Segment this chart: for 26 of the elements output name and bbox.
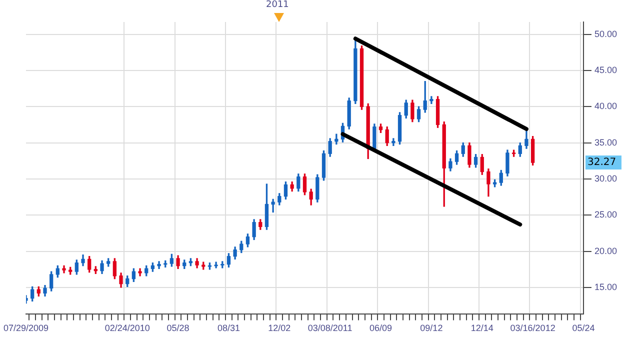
candlestick bbox=[62, 265, 66, 274]
x-tick-label: 03/08/2011 bbox=[308, 323, 352, 334]
x-tick-label: 08/31 bbox=[217, 323, 240, 334]
x-tick-label: 06/09 bbox=[369, 323, 392, 334]
x-tick-label: 03/16/2012 bbox=[510, 323, 556, 334]
candlestick bbox=[430, 96, 434, 104]
y-tick-label: 30.00 bbox=[594, 173, 618, 184]
y-tick-label: 40.00 bbox=[594, 101, 618, 112]
annotation: 32.27 bbox=[587, 157, 616, 168]
y-tick-label: 50.00 bbox=[594, 28, 618, 39]
x-tick-label: 07/29/2009 bbox=[3, 323, 49, 334]
text: 2011 bbox=[266, 0, 289, 10]
x-tick-label: 02/24/2010 bbox=[104, 323, 150, 334]
x-tick-label: 05/28 bbox=[166, 323, 190, 334]
y-tick-label: 35.00 bbox=[594, 137, 618, 148]
y-tick-label: 15.00 bbox=[594, 282, 618, 292]
y-tick-label: 25.00 bbox=[594, 210, 618, 220]
x-tick-label: 09/12 bbox=[420, 323, 443, 334]
candlestick bbox=[392, 138, 396, 146]
x-tick-label: 12/02 bbox=[268, 323, 291, 334]
candlestick bbox=[157, 261, 161, 269]
y-tick-label: 45.00 bbox=[594, 64, 618, 75]
x-tick-label: 05/24 bbox=[572, 323, 595, 334]
x-tick-label: 12/14 bbox=[470, 323, 494, 334]
candlestick bbox=[271, 198, 275, 213]
y-tick-label: 20.00 bbox=[594, 246, 618, 256]
